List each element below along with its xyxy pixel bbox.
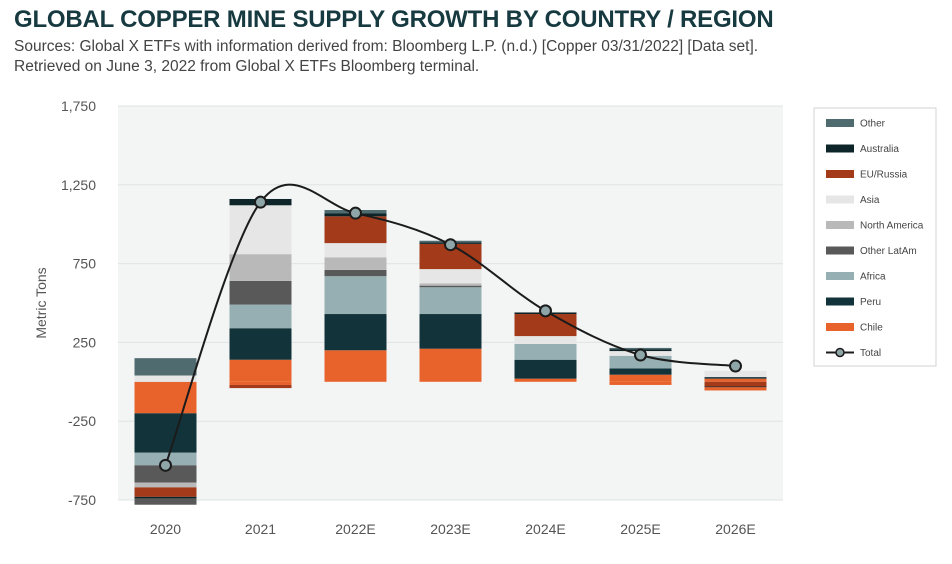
legend-swatch-peru	[826, 297, 854, 306]
bar-segment-chile-2023e	[419, 348, 482, 382]
total-line	[164, 183, 736, 466]
x-tick-label: 2021	[245, 521, 276, 537]
legend-label-australia: Australia	[860, 144, 899, 155]
bar-segment-chile-2026e	[704, 378, 767, 382]
x-tick-label: 2022E	[335, 521, 375, 537]
bar-segment-peru-2020	[134, 413, 197, 453]
bar-segment-asia-2024e	[514, 336, 577, 344]
legend-swatch-north-america	[826, 221, 854, 229]
legend-label-total: Total	[860, 348, 881, 359]
x-tick-label: 2020	[150, 521, 181, 537]
bar-segment-peru-2023e	[419, 314, 482, 349]
legend-label-peru: Peru	[860, 297, 881, 308]
legend-label-asia: Asia	[860, 195, 880, 206]
bar-segment-peru-2024e	[514, 359, 577, 379]
bar-segment-peru-2026e	[704, 377, 767, 379]
bar-segment-north-america-2021	[229, 254, 292, 281]
legend-label-africa: Africa	[860, 272, 886, 283]
bar-segment-chile-2021-negative	[229, 381, 292, 385]
bar-segment-peru-2022e	[324, 314, 387, 351]
legend-swatch-eu-russia	[826, 170, 854, 178]
legend-label-north-america: North America	[860, 221, 924, 232]
x-tick-label: 2026E	[715, 521, 755, 537]
bar-segment-africa-2022e	[324, 276, 387, 315]
bar-segment-north-america-2020	[134, 482, 197, 488]
bar-segment-asia-2021	[229, 205, 292, 255]
bar-segment-other-latam-2023e	[419, 285, 482, 288]
legend-label-other: Other	[860, 119, 886, 130]
x-tick-label: 2025E	[620, 521, 660, 537]
bar-segment-africa-2024e	[514, 343, 577, 360]
bar-segment-north-america-2023e	[419, 283, 482, 286]
bar-segment-australia-2020	[134, 496, 197, 499]
y-axis-label: Metric Tons	[33, 267, 49, 338]
legend-label-chile: Chile	[860, 323, 883, 334]
chart-title: GLOBAL COPPER MINE SUPPLY GROWTH BY COUN…	[14, 6, 774, 33]
legend-swatch-australia	[826, 144, 854, 153]
legend-swatch-chile	[826, 323, 854, 331]
legend-label-other-latam: Other LatAm	[860, 246, 917, 257]
chart-source-line-2: Retrieved on June 3, 2022 from Global X …	[14, 58, 480, 75]
y-tick-label: -250	[68, 413, 96, 429]
bar-segment-north-america-2022e	[324, 257, 387, 270]
y-tick-label: 1,750	[61, 98, 96, 114]
legend-swatch-total-marker	[835, 347, 845, 358]
y-tick-label: 750	[73, 256, 97, 272]
bar-segment-asia-2022e	[324, 243, 387, 258]
bar-segment-other-latam-2022e	[324, 269, 387, 277]
bar-segment-asia-2026e	[704, 370, 767, 378]
bar-segment-eu-russia-2020	[134, 487, 197, 497]
bar-segment-asia-2020	[134, 375, 197, 382]
bar-segment-africa-2023e	[419, 287, 482, 315]
bar-segment-eu-russia-2021-negative	[229, 384, 292, 389]
legend-swatch-asia	[826, 195, 854, 204]
bar-segment-chile-2025e	[609, 374, 672, 382]
bar-segment-chile-2022e	[324, 350, 387, 382]
chart-source-line-1: Sources: Global X ETFs with information …	[14, 38, 759, 55]
bar-segment-peru-2025e	[609, 368, 672, 375]
bar-segment-eu-russia-2022e	[324, 216, 387, 244]
legend-label-eu-russia: EU/Russia	[860, 170, 908, 181]
total-point-2021	[254, 195, 267, 209]
y-tick-label: 1,250	[61, 177, 96, 193]
legend-swatch-other-latam	[826, 246, 854, 255]
bar-segment-other-2020	[134, 358, 197, 376]
legend-swatch-other	[826, 119, 854, 127]
bar-segment-chile-2026e-negative	[704, 387, 767, 391]
bar-segment-peru-2021	[229, 328, 292, 360]
x-tick-label: 2024E	[525, 521, 565, 537]
bar-segment-eu-russia-2026e	[704, 381, 767, 387]
bar-segment-chile-2021	[229, 359, 292, 382]
total-point-2025e	[634, 348, 647, 362]
bar-segment-africa-2021	[229, 304, 292, 329]
total-point-2020	[159, 458, 172, 472]
bar-segment-australia-2026e	[704, 386, 767, 388]
x-tick-label: 2023E	[430, 521, 470, 537]
y-tick-label: 250	[73, 334, 97, 350]
total-point-2022e	[349, 206, 362, 220]
bar-segment-other-latam-2020	[134, 465, 197, 483]
bar-segment-chile-2024e	[514, 378, 577, 382]
bar-segment-chile-2025e-negative	[609, 381, 672, 385]
total-point-2023e	[444, 238, 457, 252]
bar-segment-other-latam-2021	[229, 280, 292, 305]
legend-swatch-africa	[826, 272, 854, 280]
bar-segment-asia-2023e	[419, 269, 482, 284]
total-point-2026e	[729, 359, 742, 373]
bar-segment-other-latam-2020-negative	[134, 498, 197, 505]
total-point-2024e	[539, 304, 552, 318]
y-tick-label: -750	[68, 492, 96, 508]
